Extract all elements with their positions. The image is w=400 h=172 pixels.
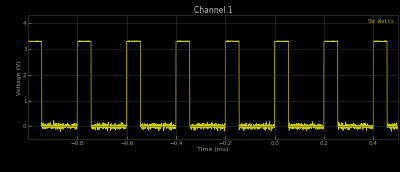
- Y-axis label: Voltage (V): Voltage (V): [17, 60, 22, 95]
- X-axis label: Time (ms): Time (ms): [197, 147, 229, 152]
- Text: 5W Watts: 5W Watts: [368, 19, 394, 24]
- Title: Channel 1: Channel 1: [194, 6, 232, 15]
